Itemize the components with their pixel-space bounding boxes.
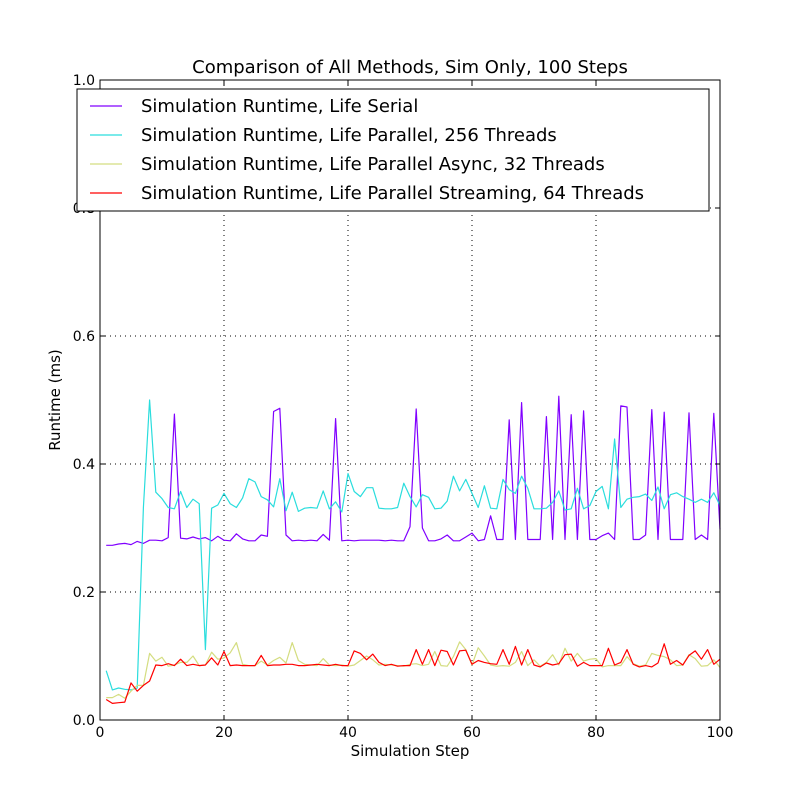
legend-label: Simulation Runtime, Life Serial — [141, 96, 418, 117]
series-line-2 — [105, 399, 721, 691]
y-axis-label: Runtime (ms) — [46, 349, 64, 451]
legend-item-2: Simulation Runtime, Life Parallel, 256 T… — [90, 125, 557, 146]
legend: Simulation Runtime, Life Serial Simulatio… — [76, 88, 710, 212]
chart-title: Comparison of All Methods, Sim Only, 100… — [192, 57, 628, 78]
series-line-4 — [105, 643, 721, 705]
x-tick-label: 80 — [587, 725, 605, 741]
series-line-3 — [106, 641, 721, 699]
y-tick-label: 0.6 — [73, 329, 95, 345]
x-tick-label: 20 — [215, 725, 233, 741]
ticks — [99, 79, 721, 721]
y-tick-label: 0.2 — [73, 585, 95, 601]
legend-box — [76, 88, 710, 212]
plot-frame — [99, 79, 721, 721]
legend-item-3: Simulation Runtime, Life Parallel Async,… — [90, 154, 605, 175]
x-axis-label: Simulation Step — [351, 742, 470, 760]
y-tick-label: 0.4 — [73, 457, 95, 473]
x-tick-label: 0 — [96, 725, 105, 741]
legend-item-4: Simulation Runtime, Life Parallel Stream… — [90, 183, 644, 204]
legend-item-1: Simulation Runtime, Life Serial — [90, 96, 418, 117]
legend-label: Simulation Runtime, Life Parallel, 256 T… — [141, 125, 557, 146]
x-tick-labels: 0 20 40 60 80 100 — [96, 725, 734, 741]
x-tick-label: 60 — [463, 725, 481, 741]
y-tick-label: 1.0 — [73, 73, 95, 89]
y-tick-label: 0.0 — [73, 713, 95, 729]
legend-label: Simulation Runtime, Life Parallel Stream… — [141, 183, 644, 204]
legend-label: Simulation Runtime, Life Parallel Async,… — [141, 154, 605, 175]
x-tick-label: 100 — [707, 725, 734, 741]
series-group — [105, 395, 721, 705]
x-tick-label: 40 — [339, 725, 357, 741]
